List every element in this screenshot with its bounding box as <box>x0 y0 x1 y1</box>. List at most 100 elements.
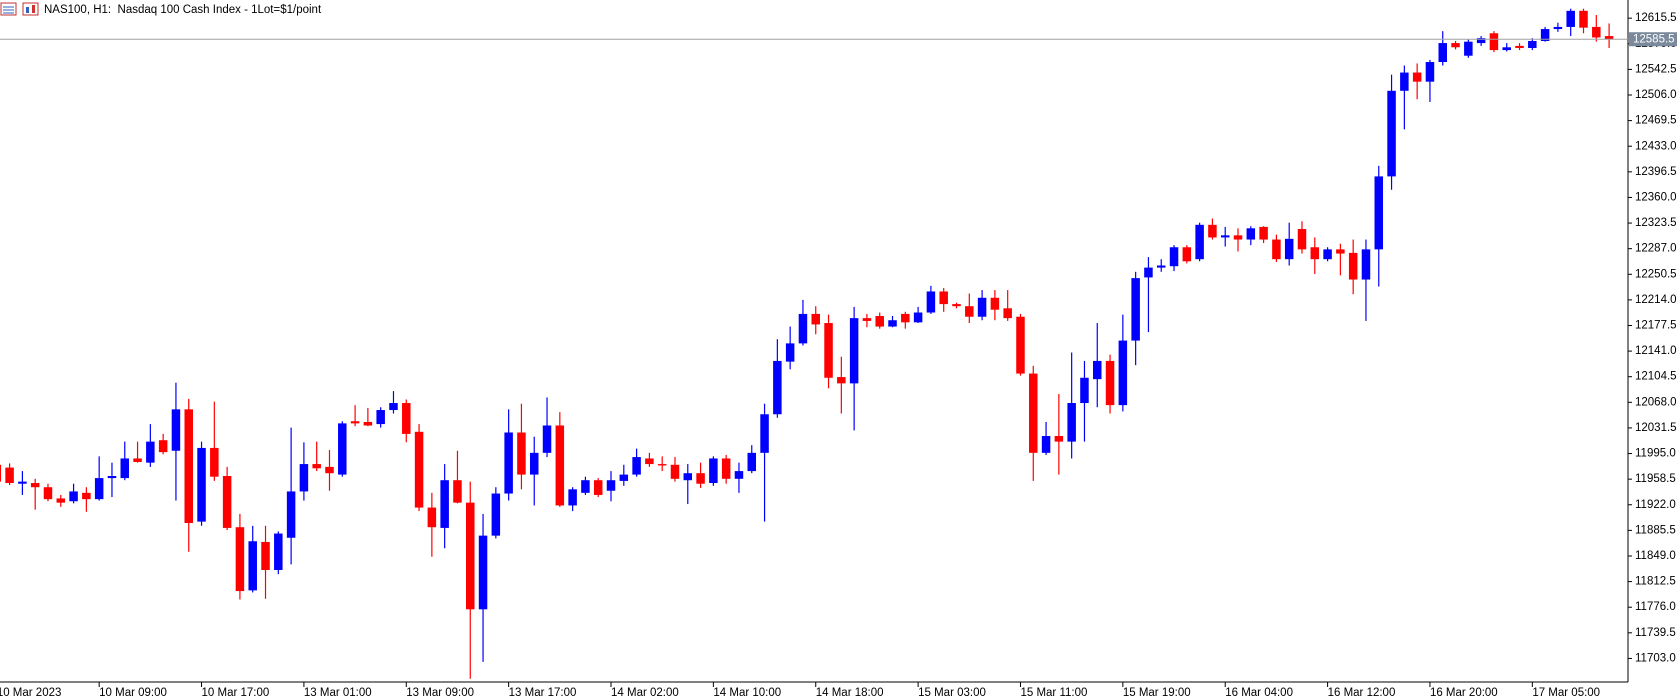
y-tick-label: 12506.0 <box>1635 89 1677 101</box>
candle-body <box>1029 373 1038 453</box>
candle-body <box>760 414 769 453</box>
candle-body <box>235 527 245 592</box>
candle-body <box>1182 247 1192 262</box>
candle-body <box>734 471 744 479</box>
y-tick-label: 12141.0 <box>1635 345 1677 357</box>
y-tick-label: 12214.0 <box>1635 294 1677 306</box>
candle-body <box>977 297 987 317</box>
x-tick-label: 17 Mar 05:00 <box>1532 687 1600 699</box>
candle-body <box>389 403 398 411</box>
y-tick-label: 12104.5 <box>1635 371 1677 383</box>
candle-body <box>798 313 808 344</box>
candle-body <box>466 502 475 610</box>
candle-body <box>709 458 718 484</box>
y-tick-label: 12433.0 <box>1635 140 1677 152</box>
candle-body <box>1425 62 1435 82</box>
candle-body <box>965 306 974 317</box>
candle-body <box>1054 436 1064 442</box>
candle-body <box>1041 436 1051 453</box>
candle-body <box>1502 47 1511 51</box>
candle-body <box>581 480 590 493</box>
candle-body <box>210 447 219 477</box>
candle-body <box>1566 10 1575 27</box>
candle-body <box>990 297 1000 310</box>
candle-body <box>1259 226 1268 240</box>
candle-body <box>286 491 296 538</box>
candle-body <box>1156 265 1166 268</box>
candle-body <box>1246 228 1256 240</box>
candle-body <box>94 478 104 500</box>
candle-body <box>785 343 795 362</box>
y-tick-label: 12615.5 <box>1635 12 1677 24</box>
candle-body <box>1489 33 1499 51</box>
x-tick-label: 14 Mar 02:00 <box>611 687 679 699</box>
candle-body <box>491 493 501 536</box>
x-tick-label: 13 Mar 09:00 <box>406 687 474 699</box>
candle-body <box>952 304 961 307</box>
x-tick-label: 13 Mar 01:00 <box>304 687 372 699</box>
candle-body <box>1093 360 1102 380</box>
candle-body <box>1579 10 1588 28</box>
candle-body <box>1144 267 1153 278</box>
y-tick-label: 12396.5 <box>1635 166 1677 178</box>
candle-body <box>1208 224 1217 238</box>
candle-body <box>1361 249 1371 280</box>
y-tick-label: 11849.0 <box>1635 550 1676 562</box>
y-tick-label: 11995.0 <box>1635 448 1676 460</box>
candle-body <box>350 421 360 424</box>
candle-body <box>1131 278 1140 341</box>
candle-body <box>632 457 641 475</box>
candle-body <box>402 403 411 434</box>
candle-body <box>1169 247 1179 267</box>
candle-body <box>453 480 462 503</box>
y-tick-label: 11703.0 <box>1635 652 1676 664</box>
y-tick-label: 12177.5 <box>1635 320 1677 332</box>
candle-body <box>1412 72 1422 82</box>
candle-body <box>888 320 897 327</box>
candle-body <box>1016 316 1025 374</box>
candle-body <box>133 458 142 462</box>
y-tick-label: 11776.0 <box>1635 601 1676 613</box>
candle-body <box>1451 43 1460 48</box>
candle-body <box>427 507 437 528</box>
candle-body <box>1067 403 1076 442</box>
candle-body <box>1118 340 1128 406</box>
candle-body <box>222 475 232 528</box>
candle-body <box>1540 29 1550 41</box>
candle-body <box>274 533 283 571</box>
candle-body <box>43 487 53 500</box>
x-tick-label: 16 Mar 20:00 <box>1430 687 1498 699</box>
candle-body <box>1515 45 1524 48</box>
candle-body <box>69 491 78 502</box>
candle-body <box>1592 26 1601 38</box>
candle-body <box>56 498 66 503</box>
candle-body <box>5 467 14 484</box>
x-tick-label: 15 Mar 19:00 <box>1123 687 1191 699</box>
x-tick-label: 15 Mar 11:00 <box>1020 687 1087 699</box>
x-tick-label: 14 Mar 18:00 <box>816 687 884 699</box>
candle-body <box>1464 41 1473 56</box>
candle-body <box>1272 239 1281 260</box>
candle-body <box>1336 249 1345 254</box>
candle-body <box>1080 377 1089 404</box>
y-tick-label: 12469.5 <box>1635 115 1677 127</box>
candle-body <box>146 441 155 463</box>
candle-body <box>18 481 27 484</box>
candle-body <box>619 474 629 481</box>
candle-body <box>721 458 731 479</box>
candle-body <box>261 541 270 571</box>
candle-body <box>939 291 948 305</box>
candle-body <box>184 409 193 524</box>
candle-body <box>747 452 757 472</box>
last-price-box <box>1629 32 1677 47</box>
y-tick-label: 11922.0 <box>1635 499 1676 511</box>
candle-body <box>248 541 257 591</box>
candle-body <box>696 473 705 484</box>
y-tick-label: 12542.5 <box>1635 63 1677 75</box>
candle-body <box>1195 224 1204 260</box>
candle-body <box>478 535 488 610</box>
candle-body <box>901 313 910 323</box>
candle-body <box>1438 43 1447 63</box>
candle-body <box>1553 26 1563 30</box>
